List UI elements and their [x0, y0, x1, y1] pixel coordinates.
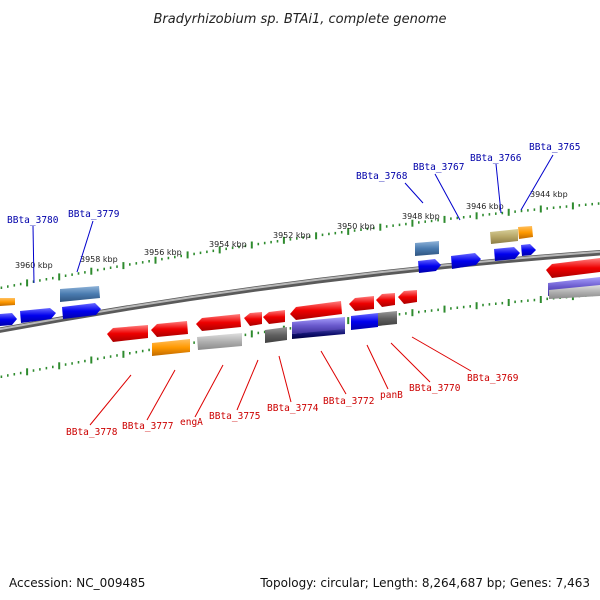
- bottom-label-leaders: [89, 336, 472, 426]
- kbp-label: 3944 kbp: [530, 190, 568, 199]
- kbp-label: 3950 kbp: [337, 222, 375, 231]
- gene-arrow[interactable]: [152, 339, 190, 356]
- gene-label[interactable]: BBta_3780: [7, 215, 59, 226]
- gene-arrow[interactable]: [196, 314, 241, 331]
- accession-text: Accession: NC_009485: [9, 576, 146, 590]
- gene-arrow[interactable]: [546, 258, 600, 278]
- gene-label[interactable]: BBta_3768: [356, 171, 408, 182]
- kbp-scale-track: [0, 202, 600, 289]
- gene-arrow[interactable]: [451, 253, 481, 269]
- gene-arrow[interactable]: [60, 286, 100, 302]
- gene-arrow[interactable]: [0, 313, 17, 326]
- gene-label[interactable]: BBta_3772: [323, 396, 374, 407]
- gene-arrow[interactable]: [0, 298, 15, 306]
- gene-arrow[interactable]: [518, 226, 533, 239]
- gene-arrow[interactable]: [494, 247, 520, 261]
- gene-arrow[interactable]: [490, 229, 518, 244]
- bottom-gene-labels: BBta_3778 BBta_3777 engA BBta_3775 BBta_…: [66, 373, 519, 438]
- kbp-label: 3956 kbp: [144, 248, 182, 257]
- gene-label[interactable]: BBta_3765: [529, 142, 580, 153]
- gene-arrow[interactable]: [244, 312, 262, 326]
- gene-label[interactable]: panB: [380, 390, 403, 401]
- gene-arrow[interactable]: [151, 321, 188, 337]
- gene-arrow[interactable]: [20, 308, 56, 323]
- top-gene-labels: BBta_3780 BBta_3779 BBta_3768 BBta_3767 …: [7, 142, 580, 226]
- gene-label[interactable]: BBta_3774: [267, 403, 319, 414]
- gene-label[interactable]: BBta_3775: [209, 411, 260, 422]
- gene-label[interactable]: BBta_3779: [68, 209, 120, 220]
- gene-label[interactable]: BBta_3767: [413, 162, 464, 173]
- kbp-label: 3954 kbp: [209, 240, 247, 249]
- kbp-label: 3952 kbp: [273, 231, 311, 240]
- gene-arrow[interactable]: [197, 333, 242, 350]
- gene-arrow[interactable]: [349, 296, 374, 311]
- gene-arrow[interactable]: [265, 327, 287, 343]
- forward-strand-genes: [0, 226, 536, 326]
- genome-title: Bradyrhizobium sp. BTAi1, complete genom…: [153, 12, 446, 27]
- gene-label[interactable]: BBta_3769: [467, 373, 519, 384]
- gene-label[interactable]: engA: [180, 417, 203, 428]
- kbp-label: 3948 kbp: [402, 212, 440, 221]
- gene-arrow[interactable]: [549, 285, 600, 299]
- top-label-leaders: [32, 154, 554, 284]
- kbp-label: 3946 kbp: [466, 202, 504, 211]
- gene-arrow[interactable]: [378, 311, 397, 326]
- gene-arrow[interactable]: [263, 310, 285, 324]
- gene-label[interactable]: BBta_3778: [66, 427, 118, 438]
- gene-arrow[interactable]: [292, 329, 345, 339]
- gene-arrow[interactable]: [290, 301, 342, 320]
- genome-summary-text: Topology: circular; Length: 8,264,687 bp…: [260, 576, 590, 590]
- kbp-label: 3958 kbp: [80, 255, 118, 264]
- gene-arrow[interactable]: [62, 303, 101, 319]
- gene-arrow[interactable]: [376, 293, 395, 307]
- gene-arrow[interactable]: [418, 259, 441, 273]
- gene-arrow[interactable]: [107, 325, 148, 342]
- gene-label[interactable]: BBta_3777: [122, 421, 173, 432]
- gene-label[interactable]: BBta_3770: [409, 383, 461, 394]
- gene-arrow[interactable]: [415, 241, 439, 256]
- gene-arrow[interactable]: [292, 317, 345, 334]
- reverse-strand-genes: [107, 258, 600, 356]
- kbp-labels: 3960 kbp 3958 kbp 3956 kbp 3954 kbp 3952…: [15, 190, 568, 270]
- gene-arrow[interactable]: [351, 313, 378, 330]
- gene-arrow[interactable]: [398, 290, 417, 304]
- gene-label[interactable]: BBta_3766: [470, 153, 522, 164]
- gene-arrow[interactable]: [521, 244, 536, 256]
